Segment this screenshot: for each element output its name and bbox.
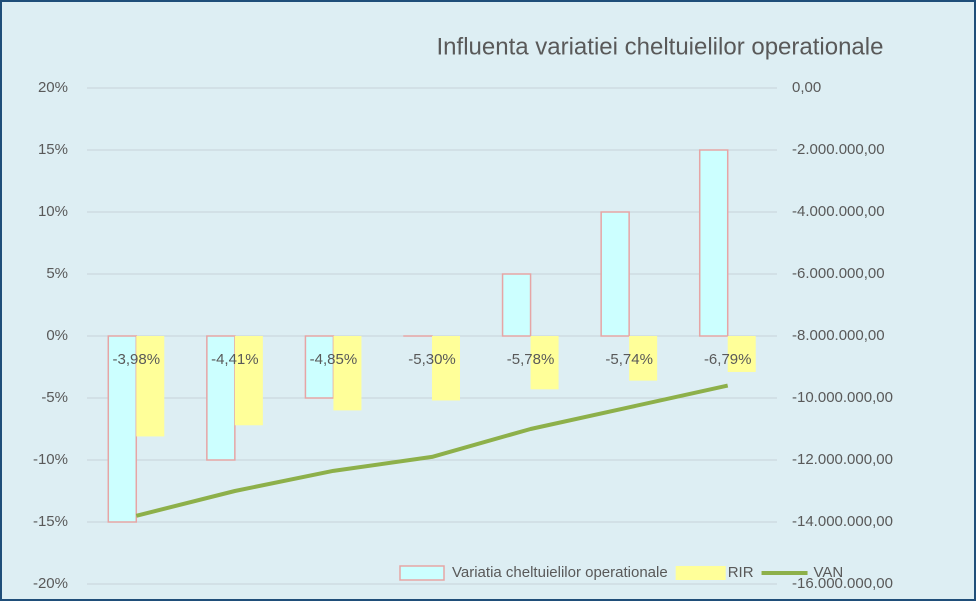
y-tick-label: 20% [38,79,68,96]
y2-tick-label: 0,00 [792,79,821,96]
y-tick-label: 10% [38,203,68,220]
bar [136,336,165,437]
annotation: -3,98% [113,351,161,368]
annotation: -4,41% [211,351,259,368]
y2-tick-label: -10.000.000,00 [792,389,893,406]
legend-label: RIR [728,564,754,581]
legend-swatch [399,565,445,581]
y2-tick-label: -16.000.000,00 [792,575,893,592]
bar [629,336,658,381]
annotation: -4,85% [310,351,358,368]
y-tick-label: -20% [33,575,68,592]
y2-tick-label: -4.000.000,00 [792,203,885,220]
annotation: -5,74% [605,351,653,368]
y-tick-label: -10% [33,451,68,468]
annotation: -6,79% [704,351,752,368]
y-tick-label: -15% [33,513,68,530]
chart-title: Influenta variatiei cheltuielilor operat… [437,33,884,60]
y2-tick-label: -6.000.000,00 [792,265,885,282]
bar [727,336,756,372]
y-tick-label: 15% [38,141,68,158]
y2-tick-label: -14.000.000,00 [792,513,893,530]
bar [432,336,460,401]
legend-label: VAN [814,564,844,581]
y-tick-label: 5% [46,265,68,282]
y-tick-label: 0% [46,327,68,344]
bar [698,149,729,337]
legend-label: Variatia cheltuielilor operationale [452,564,668,581]
bar [206,335,236,461]
annotation: -5,78% [507,351,555,368]
line-series [135,383,729,518]
bar [501,273,532,337]
annotation: -5,30% [408,351,456,368]
bar [107,335,138,523]
bar [333,336,362,411]
y2-tick-label: -12.000.000,00 [792,451,893,468]
bar [600,211,630,337]
y-tick-label: -5% [41,389,68,406]
y2-tick-label: -8.000.000,00 [792,327,885,344]
bar [530,336,559,390]
y2-tick-label: -2.000.000,00 [792,141,885,158]
bar [234,336,263,426]
legend-swatch [675,566,726,580]
